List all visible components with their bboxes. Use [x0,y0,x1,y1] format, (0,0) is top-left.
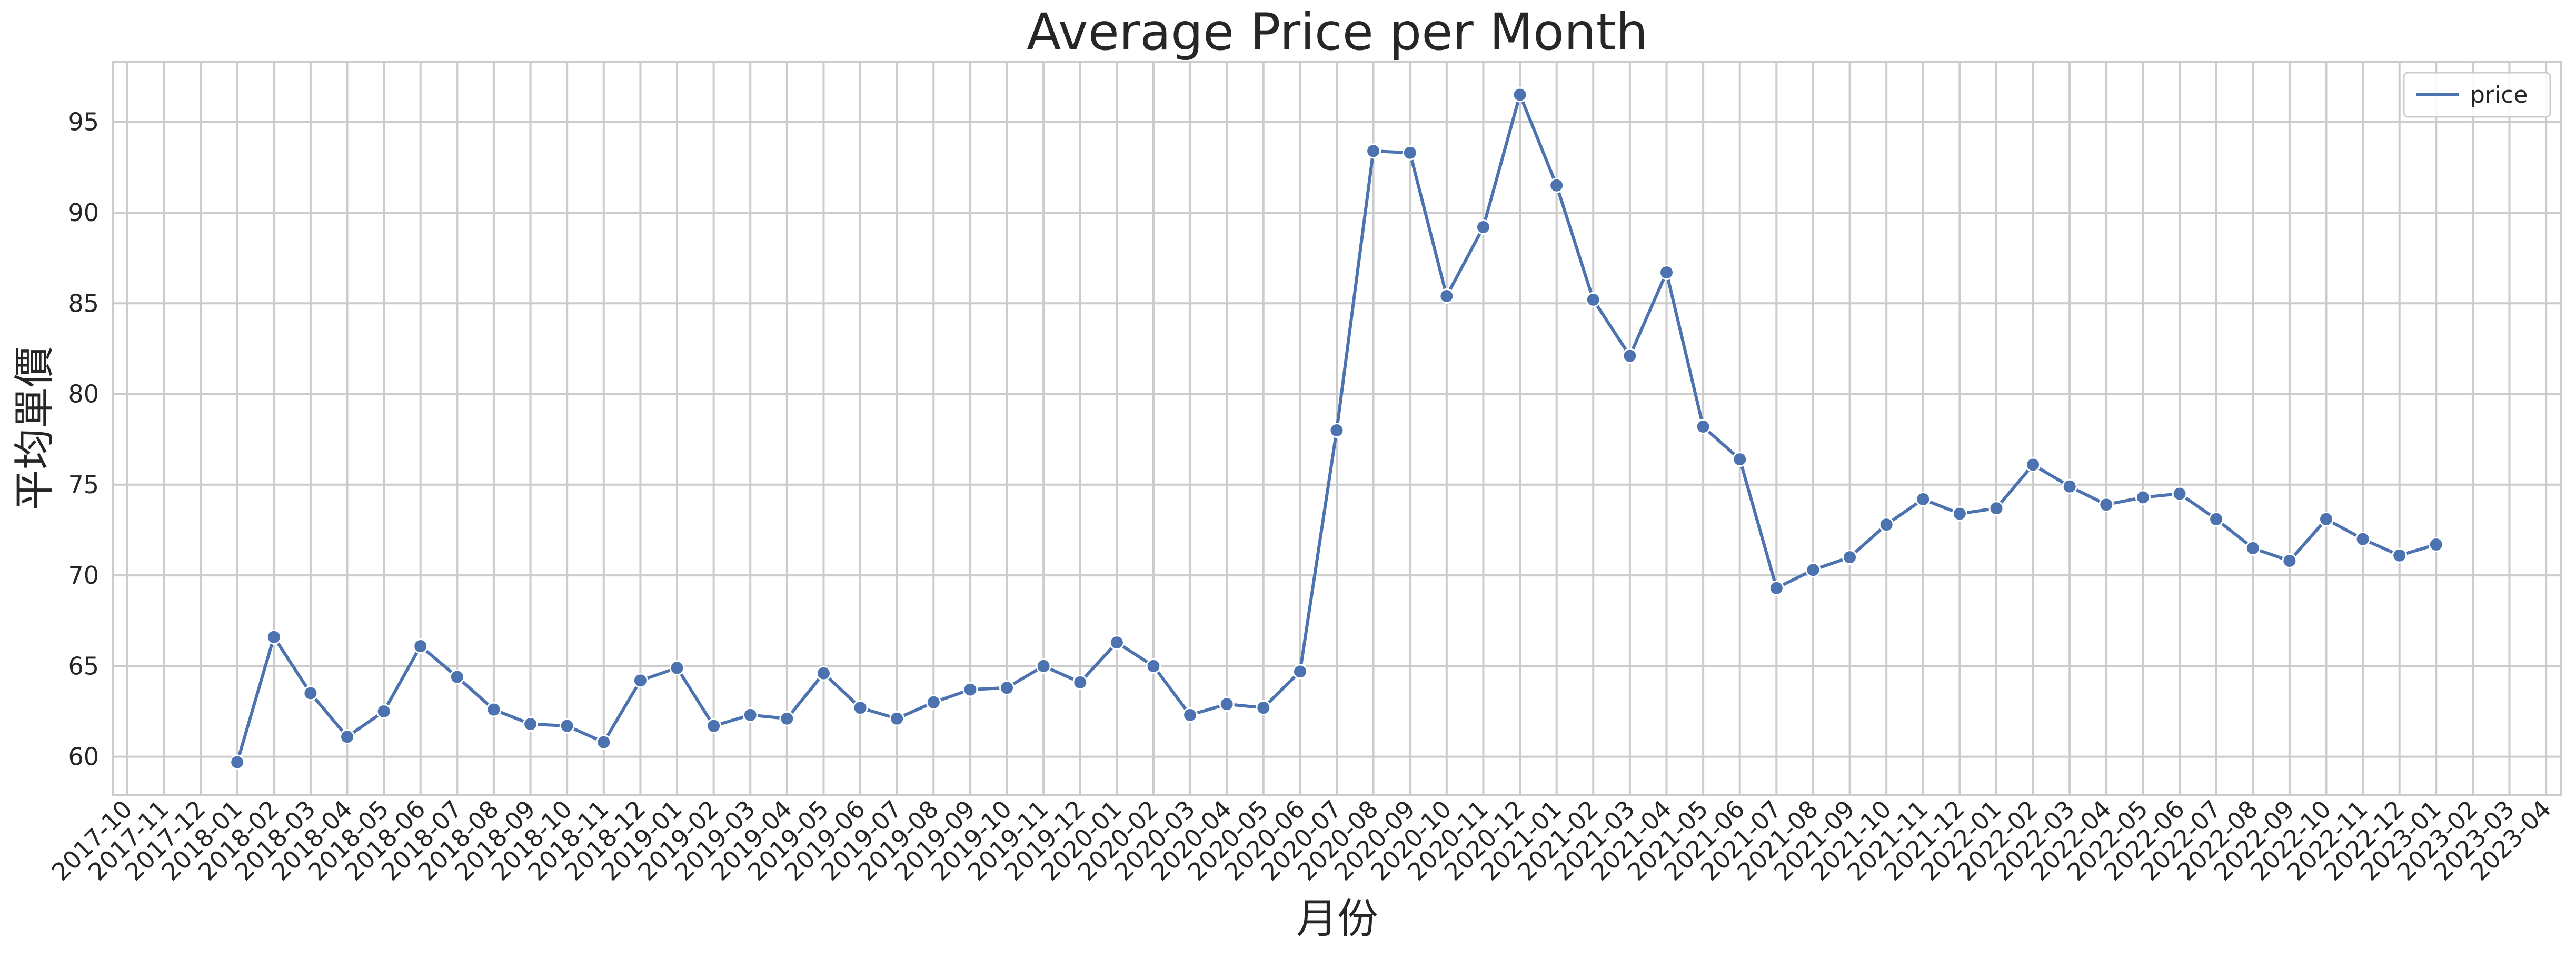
y-tick-label: 75 [68,471,99,499]
data-point [2098,497,2114,513]
data-point [779,711,795,726]
y-tick-labels: 60 65 70 75 80 85 90 95 [68,108,99,771]
data-point [1585,292,1601,307]
data-point [1768,580,1784,596]
y-tick-label: 60 [68,743,99,771]
y-tick-label: 90 [68,198,99,227]
data-point [1256,700,1271,716]
data-point [2135,490,2151,505]
data-point [1842,550,1858,565]
data-point [1622,348,1638,364]
data-point [962,682,978,697]
data-point [266,629,282,645]
y-tick-label: 65 [68,652,99,680]
data-point [486,702,502,717]
data-point [303,685,319,701]
data-point [669,660,685,676]
x-axis-label: 月份 [1296,895,1378,943]
data-point [1146,658,1161,674]
data-point [706,718,722,734]
data-point [1182,707,1198,723]
data-point [2355,531,2371,547]
data-point [230,754,245,770]
y-tick-label: 95 [68,108,99,136]
data-point [2209,511,2224,527]
data-point [1658,265,1674,281]
x-tick-labels: 2017-102017-112017-122018-012018-022018-… [46,795,2557,886]
data-point [559,718,575,734]
data-point [1072,674,1088,690]
data-point [1366,143,1381,159]
data-point [1402,145,1418,161]
legend-label-price: price [2470,82,2528,108]
chart-title: Average Price per Month [1027,3,1648,62]
data-point [340,729,355,745]
data-point [1292,664,1308,680]
data-point [376,704,392,720]
data-point [1109,635,1125,651]
data-point [2392,547,2408,563]
data-point [742,707,758,723]
y-tick-label: 80 [68,380,99,408]
y-tick-label: 85 [68,289,99,317]
data-point [1915,491,1931,507]
data-point [1219,696,1235,712]
data-point [1988,501,2004,516]
data-point [1329,422,1345,438]
data-point [1549,177,1565,193]
data-point [413,638,429,654]
y-tick-label: 70 [68,561,99,590]
data-point [596,734,612,750]
data-point [2062,478,2077,494]
legend-box [2403,72,2551,118]
data-point [523,716,539,732]
y-axis-label: 平均單價 [11,346,58,511]
data-point [1805,562,1821,578]
legend: price [2403,72,2551,118]
data-point [449,669,465,685]
data-point [926,694,941,710]
plot-frame [112,61,2562,796]
data-point [1036,658,1051,674]
data-point [632,673,648,688]
data-point [1952,506,1967,522]
data-point [815,665,831,681]
data-point [889,711,905,726]
data-point [999,680,1015,696]
data-point [2428,537,2444,553]
data-point [1475,219,1491,235]
data-point [1878,517,1894,533]
data-point [1512,87,1528,103]
data-point [1732,452,1748,467]
data-point [2025,457,2041,473]
data-point [2172,486,2187,502]
data-point [2318,511,2334,527]
data-point [852,700,868,716]
data-point [1439,288,1455,304]
data-point [1695,419,1711,435]
series-layer [230,87,2444,770]
data-point [2245,540,2261,556]
data-point [2282,553,2297,569]
